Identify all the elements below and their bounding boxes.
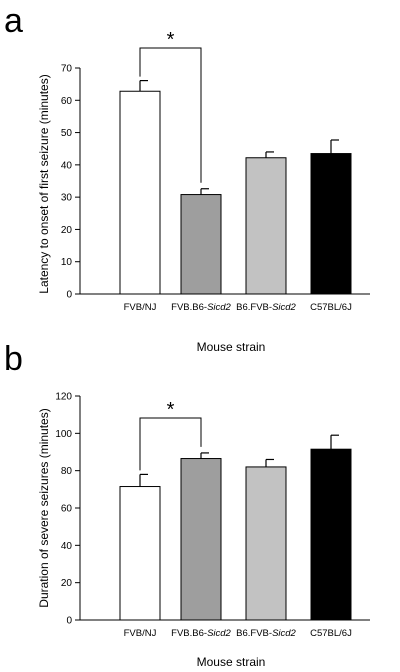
panel-b-y-tick-label: 60 bbox=[61, 504, 73, 515]
panel-b-category-label: C57BL/6J bbox=[310, 628, 352, 639]
panel-a-y-tick-label: 20 bbox=[61, 225, 73, 236]
panel-a-x-axis-label: Mouse strain bbox=[197, 340, 266, 354]
panel-a-y-tick-label: 50 bbox=[61, 128, 73, 139]
panel-b-bar bbox=[310, 448, 352, 621]
panel-b-x-axis-label: Mouse strain bbox=[197, 655, 266, 669]
panel-a: a Latency to onset of first seizure (min… bbox=[4, 2, 370, 354]
panel-b-letter: b bbox=[4, 340, 23, 378]
panel-b-significance-star: * bbox=[167, 399, 175, 421]
panel-a-category-label: C57BL/6J bbox=[310, 302, 352, 313]
panel-a-y-tick-label: 70 bbox=[61, 64, 73, 75]
panel-b-y-tick-label: 120 bbox=[55, 392, 72, 403]
panel-b-y-tick-label: 20 bbox=[61, 578, 73, 589]
panel-b-y-tick-label: 40 bbox=[61, 541, 73, 552]
panel-b-y-tick-label: 100 bbox=[55, 429, 72, 440]
panel-a-y-tick-label: 10 bbox=[61, 257, 73, 268]
panel-a-y-axis-label: Latency to onset of first seizure (minut… bbox=[37, 74, 51, 293]
panel-b-plot: 0 20 40 60 80 100 120 FVB/NJ FVB.B6-Sicd2 B6.FVB-… bbox=[55, 392, 370, 639]
panel-b-significance-bracket bbox=[139, 417, 202, 471]
panel-a-y-tick-label: 40 bbox=[61, 160, 73, 171]
panel-b-y-axis-label: Duration of severe seizures (minutes) bbox=[37, 408, 51, 607]
panel-b-category-label: FVB/NJ bbox=[124, 628, 157, 639]
panel-b-bar bbox=[245, 466, 287, 621]
panel-a-letter: a bbox=[4, 2, 23, 40]
panel-a-category-label: B6.FVB-Sicd2 bbox=[236, 302, 296, 313]
panel-a-y-tick-label: 0 bbox=[66, 290, 72, 301]
panel-b-category-label: FVB.B6-Sicd2 bbox=[171, 628, 231, 639]
panel-a-category-label: FVB/NJ bbox=[124, 302, 157, 313]
panel-a-bar bbox=[310, 153, 352, 295]
panel-b-y-tick-label: 80 bbox=[61, 466, 73, 477]
panel-a-category-label: FVB.B6-Sicd2 bbox=[171, 302, 231, 313]
panel-b-bar bbox=[180, 458, 222, 621]
panel-a-bar bbox=[119, 90, 161, 295]
panel-a-bar bbox=[245, 157, 287, 295]
panel-a-y-tick-label: 60 bbox=[61, 96, 73, 107]
panel-a-plot: 0 10 20 30 40 50 60 70 FVB/NJ FVB.B6-Sicd2 B6.FVB-… bbox=[61, 29, 370, 313]
panel-a-significance-bracket bbox=[139, 47, 202, 183]
panel-b-category-label: B6.FVB-Sicd2 bbox=[236, 628, 296, 639]
panel-b: b Duration of severe seizures (minutes) … bbox=[4, 340, 370, 669]
panel-a-y-tick-label: 30 bbox=[61, 193, 73, 204]
panel-b-y-tick-label: 0 bbox=[66, 616, 72, 627]
panel-a-bar bbox=[180, 194, 222, 295]
panel-a-significance-star: * bbox=[167, 29, 175, 51]
panel-b-bar bbox=[119, 486, 161, 621]
